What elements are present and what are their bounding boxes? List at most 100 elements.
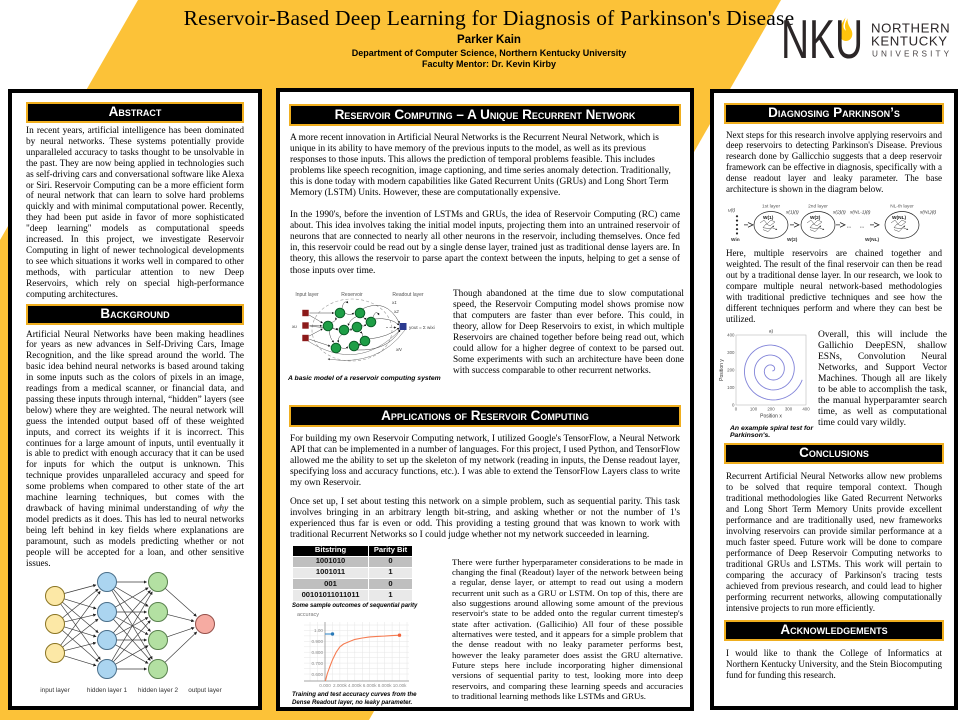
conclusions-header: Conclusions bbox=[724, 443, 944, 465]
acc-xtick: 8.000k bbox=[378, 683, 392, 688]
acc-ytick: 0.900 bbox=[312, 639, 324, 644]
spiral-ylabel: Position y bbox=[719, 359, 725, 381]
deepfig-w2: W(2) bbox=[787, 237, 798, 242]
acc-xtick: 0.000 bbox=[319, 683, 331, 688]
panel-left: Abstract In recent years, artificial int… bbox=[8, 89, 262, 710]
spiral-title: a) bbox=[769, 328, 774, 334]
spiral-xtick: 0 bbox=[735, 406, 738, 411]
spiral-path bbox=[744, 344, 803, 401]
reservoir-paragraph-1: A more recent innovation in Artificial N… bbox=[290, 132, 671, 198]
reservoir-header: Reservoir Computing – A Unique Recurrent… bbox=[289, 104, 681, 126]
abstract-text: In recent years, artificial intelligence… bbox=[26, 126, 244, 300]
nn-label-input: input layer bbox=[40, 687, 70, 694]
deepfig-whatn: W(NL) bbox=[892, 215, 907, 220]
spiral-xlabel: Position x bbox=[760, 413, 782, 419]
resfig-xn: xN bbox=[395, 347, 402, 352]
acknowledgements-text: I would like to thank the College of Inf… bbox=[726, 648, 942, 681]
spiral-ytick: 0 bbox=[732, 402, 735, 407]
dot-blue bbox=[330, 632, 335, 636]
applications-paragraph-2: Once set up, I set about testing this ne… bbox=[290, 497, 680, 541]
logo-acronym: NKU bbox=[781, 17, 863, 65]
spiral-xtick: 200 bbox=[767, 406, 775, 411]
conclusions-text: Recurrent Artificial Neural Networks all… bbox=[726, 471, 942, 613]
spiral-xtick: 300 bbox=[785, 406, 793, 411]
resfig-x2: x2 bbox=[393, 309, 399, 314]
parity-table-header-parity: Parity Bit bbox=[368, 544, 413, 557]
deepfig-dots2: ... bbox=[860, 224, 864, 229]
background-header: Background bbox=[26, 303, 244, 325]
acc-ytick: 1.00 bbox=[314, 628, 323, 633]
resfig-label-input: Input layer bbox=[295, 292, 319, 298]
department-line: Department of Computer Science, Northern… bbox=[351, 48, 627, 58]
deepfig-wn: W(NL) bbox=[865, 237, 880, 242]
reservoir-paragraph-2: In the 1990's, before the invention of L… bbox=[290, 210, 680, 276]
resfig-formula: yout = Σ wixi bbox=[409, 325, 435, 330]
logo-line2: KENTUCKY bbox=[871, 34, 948, 49]
parity-cell: 1001011 bbox=[292, 566, 369, 580]
deepfig-xnt: x(NL)(t) bbox=[919, 210, 937, 215]
parity-table-row: 1001011 1 bbox=[292, 566, 413, 580]
panel-right: Diagnosing Parkinson’s Next steps for th… bbox=[710, 89, 958, 710]
parity-cell: 1 bbox=[368, 566, 413, 580]
author-name: Parker Kain bbox=[457, 34, 521, 46]
background-text: Artificial Neural Networks have been mak… bbox=[26, 329, 244, 569]
spiral-chart: a) 0 100 200 300 400 0 100 200 300 400 bbox=[719, 328, 810, 419]
deepfig-layer2: 2nd layer bbox=[808, 204, 828, 209]
deep-reservoir-figure: u(t) Win 1st layer 2nd layer NL-th layer… bbox=[724, 200, 944, 244]
parity-table-row: 1001010 0 bbox=[292, 555, 413, 568]
deepfig-xn1t: x(NL-1)(t) bbox=[849, 210, 871, 215]
parity-cell: 001 bbox=[292, 578, 369, 591]
logo-line1: NORTHERN bbox=[871, 21, 950, 36]
dot-orange bbox=[397, 633, 402, 638]
reservoir-paragraph-3: Though abandoned at the time due to slow… bbox=[453, 288, 684, 377]
banner: Reservoir-Based Deep Learning for Diagno… bbox=[6, 0, 966, 69]
acc-ytick: 0.800 bbox=[312, 650, 324, 655]
applications-paragraph-3: There were further hyperparameter consid… bbox=[452, 556, 683, 702]
resfig-xu: xu bbox=[291, 324, 297, 329]
spiral-xtick: 400 bbox=[802, 406, 810, 411]
parity-cell: 00101011011011 bbox=[292, 589, 369, 602]
diagnosing-paragraph-3: Overall, this will include the Gallichio… bbox=[818, 329, 947, 428]
accuracy-chart-caption: Training and test accuracy curves from t… bbox=[292, 691, 417, 706]
reservoir-model-figure: Input layer Reservoir Readout layer bbox=[288, 289, 441, 383]
spiral-ytick: 300 bbox=[727, 350, 735, 355]
acc-xtick: 10.00k bbox=[393, 683, 407, 688]
deepfig-win: Win bbox=[731, 237, 740, 242]
deepfig-x1t: x(1)(t) bbox=[785, 210, 799, 215]
spiral-ytick: 400 bbox=[727, 332, 735, 337]
diagnosing-header: Diagnosing Parkinson’s bbox=[724, 102, 944, 124]
deepfig-ut: u(t) bbox=[728, 208, 736, 213]
nn-label-hidden2: hidden layer 2 bbox=[137, 687, 178, 694]
resfig-label-reservoir: Reservoir bbox=[341, 292, 363, 298]
applications-header: Applications of Reservoir Computing bbox=[289, 405, 681, 427]
spiral-figure: a) 0 100 200 300 400 0 100 200 300 400 bbox=[716, 326, 814, 440]
parity-cell: 0 bbox=[368, 578, 413, 591]
parity-table-row: 001 0 bbox=[292, 578, 413, 591]
acc-ytick: 0.600 bbox=[312, 672, 324, 677]
accuracy-chart-label: accuracy bbox=[297, 612, 320, 619]
acc-ytick: 0.700 bbox=[312, 661, 324, 666]
spiral-caption: An example spiral test for Parkinson's. bbox=[730, 424, 814, 440]
parity-cell: 1001010 bbox=[292, 555, 369, 568]
nn-label-hidden1: hidden layer 1 bbox=[86, 687, 127, 694]
parity-cell: 0 bbox=[368, 555, 413, 568]
abstract-header: Abstract bbox=[26, 102, 244, 123]
diagnosing-paragraph-1: Next steps for this research involve app… bbox=[726, 129, 942, 195]
parity-cell: 1 bbox=[368, 589, 413, 602]
series-orange bbox=[324, 634, 400, 682]
neural-network-figure: input layer hidden layer 1 hidden layer … bbox=[12, 570, 247, 707]
flame-icon bbox=[839, 17, 853, 41]
diagnosing-paragraph-2: Here, multiple reservoirs are chained to… bbox=[726, 248, 942, 324]
reservoir-figure-caption: A basic model of a reservoir computing s… bbox=[288, 374, 441, 382]
accuracy-chart: 1.00 0.900 0.800 0.700 0.600 0.000 2.000… bbox=[304, 622, 409, 688]
acc-xtick: 6.000k bbox=[363, 683, 377, 688]
nku-logo: NKU NORTHERN KENTUCKY UNIVERSITY bbox=[781, 8, 953, 70]
acc-xtick: 2.000k bbox=[333, 683, 347, 688]
deepfig-what2: W(2) bbox=[810, 215, 821, 220]
deepfig-layer1: 1st layer bbox=[762, 204, 781, 209]
mentor-line: Faculty Mentor: Dr. Kevin Kirby bbox=[421, 59, 557, 69]
panel-middle: Reservoir Computing – A Unique Recurrent… bbox=[276, 88, 694, 711]
spiral-xtick: 100 bbox=[750, 406, 758, 411]
acc-xtick: 4.000k bbox=[348, 683, 362, 688]
deepfig-x2t: x(2)(t) bbox=[832, 210, 846, 215]
